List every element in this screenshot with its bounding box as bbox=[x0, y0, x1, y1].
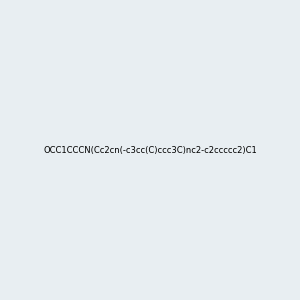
Text: OCC1CCCN(Cc2cn(-c3cc(C)ccc3C)nc2-c2ccccc2)C1: OCC1CCCN(Cc2cn(-c3cc(C)ccc3C)nc2-c2ccccc… bbox=[43, 146, 257, 154]
